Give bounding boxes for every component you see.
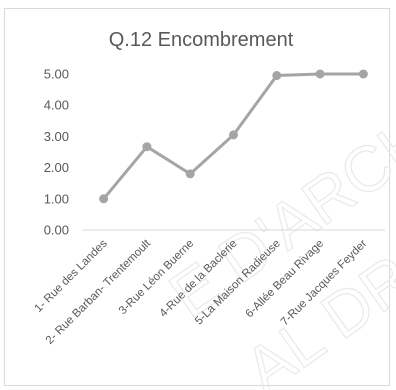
data-point <box>315 69 325 79</box>
y-tick-label: 5.00 <box>44 67 69 82</box>
data-point <box>99 194 109 204</box>
y-tick-label: 1.00 <box>44 191 69 206</box>
y-tick-label: 0.00 <box>44 223 69 238</box>
data-points <box>99 69 368 204</box>
data-point <box>185 169 195 179</box>
data-point <box>229 130 238 140</box>
data-point <box>272 71 282 81</box>
y-axis-ticks: 0.00 1.00 2.00 3.00 4.00 5.00 <box>44 67 69 238</box>
y-tick-label: 2.00 <box>44 160 69 175</box>
data-point <box>142 142 152 152</box>
y-tick-label: 4.00 <box>44 98 69 113</box>
chart-frame <box>4 8 390 386</box>
data-point <box>358 69 368 79</box>
x-tick-label: 1- Rue des Landes <box>33 237 110 314</box>
y-tick-label: 3.00 <box>44 129 69 144</box>
chart-title: Q.12 Encombrement <box>109 29 294 51</box>
